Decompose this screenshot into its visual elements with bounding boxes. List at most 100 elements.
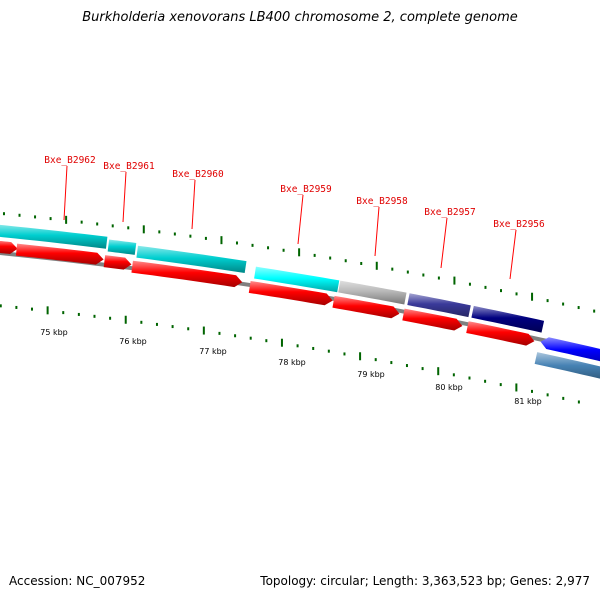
arrow-red-6[interactable] bbox=[402, 308, 463, 331]
feature-cyan-0[interactable] bbox=[0, 224, 108, 249]
feature-grey[interactable] bbox=[338, 280, 407, 305]
arrow-red-3[interactable] bbox=[131, 260, 243, 288]
tick-mark bbox=[453, 276, 456, 285]
arrow-red-1[interactable] bbox=[15, 243, 104, 265]
tick-mark bbox=[280, 338, 283, 347]
scale-label: 76 kbp bbox=[119, 337, 147, 346]
gene-leader-line bbox=[297, 194, 304, 245]
arrow-red-4[interactable] bbox=[248, 280, 333, 306]
tick-mark bbox=[155, 322, 158, 326]
tick-mark bbox=[49, 217, 52, 221]
tick-mark bbox=[593, 309, 596, 313]
gene-leader-line bbox=[63, 165, 68, 221]
tick-mark bbox=[265, 339, 268, 343]
tick-mark bbox=[171, 325, 174, 329]
tick-mark bbox=[531, 292, 534, 301]
scale-label: 77 kbp bbox=[199, 347, 227, 356]
feature-cyan-1[interactable] bbox=[107, 239, 137, 255]
arrow-red-5[interactable] bbox=[332, 295, 400, 319]
tick-mark bbox=[267, 246, 270, 250]
topology-label: Topology: bbox=[260, 574, 317, 588]
tick-mark bbox=[77, 312, 80, 316]
gene-leader-line bbox=[440, 217, 448, 269]
tick-mark bbox=[375, 261, 378, 270]
tick-mark bbox=[46, 306, 49, 315]
tick-mark bbox=[62, 311, 65, 315]
feature-cyan-2[interactable] bbox=[136, 245, 247, 273]
tick-mark bbox=[530, 389, 533, 393]
upper-tick-track bbox=[2, 212, 596, 313]
tick-mark bbox=[80, 220, 83, 224]
tick-mark bbox=[484, 285, 487, 289]
tick-mark bbox=[0, 304, 2, 308]
gene-leader-line bbox=[122, 171, 127, 223]
gene-labels: Bxe_B2962 Bxe_B2961 Bxe_B2960 Bxe_B2959 Bxe_… bbox=[44, 155, 545, 280]
gene-label[interactable]: Bxe_B2962 bbox=[44, 155, 95, 166]
tick-mark bbox=[499, 383, 502, 387]
scale-label: 75 kbp bbox=[40, 328, 68, 337]
tick-mark bbox=[452, 373, 455, 377]
tick-mark bbox=[34, 215, 37, 219]
tick-mark bbox=[515, 383, 518, 392]
gene-label[interactable]: Bxe_B2961 bbox=[103, 161, 155, 172]
feature-navy[interactable] bbox=[471, 305, 545, 333]
arrow-red-0[interactable] bbox=[0, 240, 18, 255]
feature-blue[interactable] bbox=[540, 337, 600, 365]
scale-label: 79 kbp bbox=[357, 370, 385, 379]
feature-navy-purple[interactable] bbox=[407, 293, 471, 318]
tick-mark bbox=[189, 234, 192, 238]
gene-label[interactable]: Bxe_B2958 bbox=[356, 196, 408, 207]
tick-mark bbox=[296, 344, 299, 348]
tick-mark bbox=[220, 236, 223, 245]
arrow-red-2[interactable] bbox=[103, 255, 132, 270]
tick-mark bbox=[249, 336, 252, 340]
tick-mark bbox=[158, 230, 161, 234]
gene-label[interactable]: Bxe_B2960 bbox=[172, 169, 224, 180]
tick-mark bbox=[359, 352, 362, 361]
tick-mark bbox=[421, 367, 424, 371]
tick-mark bbox=[484, 379, 487, 383]
tick-mark bbox=[562, 396, 565, 400]
tick-mark bbox=[546, 299, 549, 303]
feature-steel-blue[interactable] bbox=[534, 352, 600, 382]
tick-mark bbox=[343, 352, 346, 356]
tick-mark bbox=[187, 327, 190, 331]
tick-mark bbox=[344, 259, 347, 263]
tick-mark bbox=[251, 243, 254, 247]
tick-mark bbox=[329, 256, 332, 260]
tick-mark bbox=[468, 376, 471, 380]
feature-cyan-bright[interactable] bbox=[254, 266, 340, 293]
tick-mark bbox=[142, 225, 145, 234]
topology-value: circular bbox=[320, 574, 365, 588]
tick-mark bbox=[422, 273, 425, 277]
tick-mark bbox=[202, 326, 205, 335]
gene-label[interactable]: Bxe_B2957 bbox=[424, 207, 475, 218]
tick-mark bbox=[298, 248, 301, 257]
gene-leader-line bbox=[509, 229, 517, 280]
tick-mark bbox=[234, 334, 237, 338]
arrow-red-7[interactable] bbox=[466, 321, 535, 346]
tick-mark bbox=[374, 358, 377, 362]
tick-mark bbox=[127, 226, 130, 230]
tick-mark bbox=[500, 289, 503, 293]
feature-track bbox=[0, 224, 600, 382]
genes-value: 2,977 bbox=[555, 574, 590, 588]
gene-label[interactable]: Bxe_B2959 bbox=[280, 184, 332, 195]
lower-tick-track bbox=[0, 304, 580, 404]
tick-mark bbox=[437, 367, 440, 376]
tick-mark bbox=[140, 320, 143, 324]
gene-label[interactable]: Bxe_B2956 bbox=[493, 219, 545, 230]
tick-mark bbox=[577, 306, 580, 310]
tick-mark bbox=[577, 400, 580, 404]
tick-mark bbox=[96, 222, 99, 226]
tick-mark bbox=[390, 361, 393, 365]
accession-info: Accession: NC_007952 bbox=[9, 574, 145, 588]
scale-label: 78 kbp bbox=[278, 358, 306, 367]
length-label: Length: bbox=[372, 574, 419, 588]
gene-leader-line bbox=[374, 206, 380, 257]
tick-mark bbox=[235, 241, 238, 245]
tick-mark bbox=[18, 213, 21, 217]
tick-mark bbox=[437, 276, 440, 280]
tick-mark bbox=[562, 302, 565, 306]
genome-stats: Topology: circular; Length: 3,363,523 bp… bbox=[260, 574, 590, 588]
